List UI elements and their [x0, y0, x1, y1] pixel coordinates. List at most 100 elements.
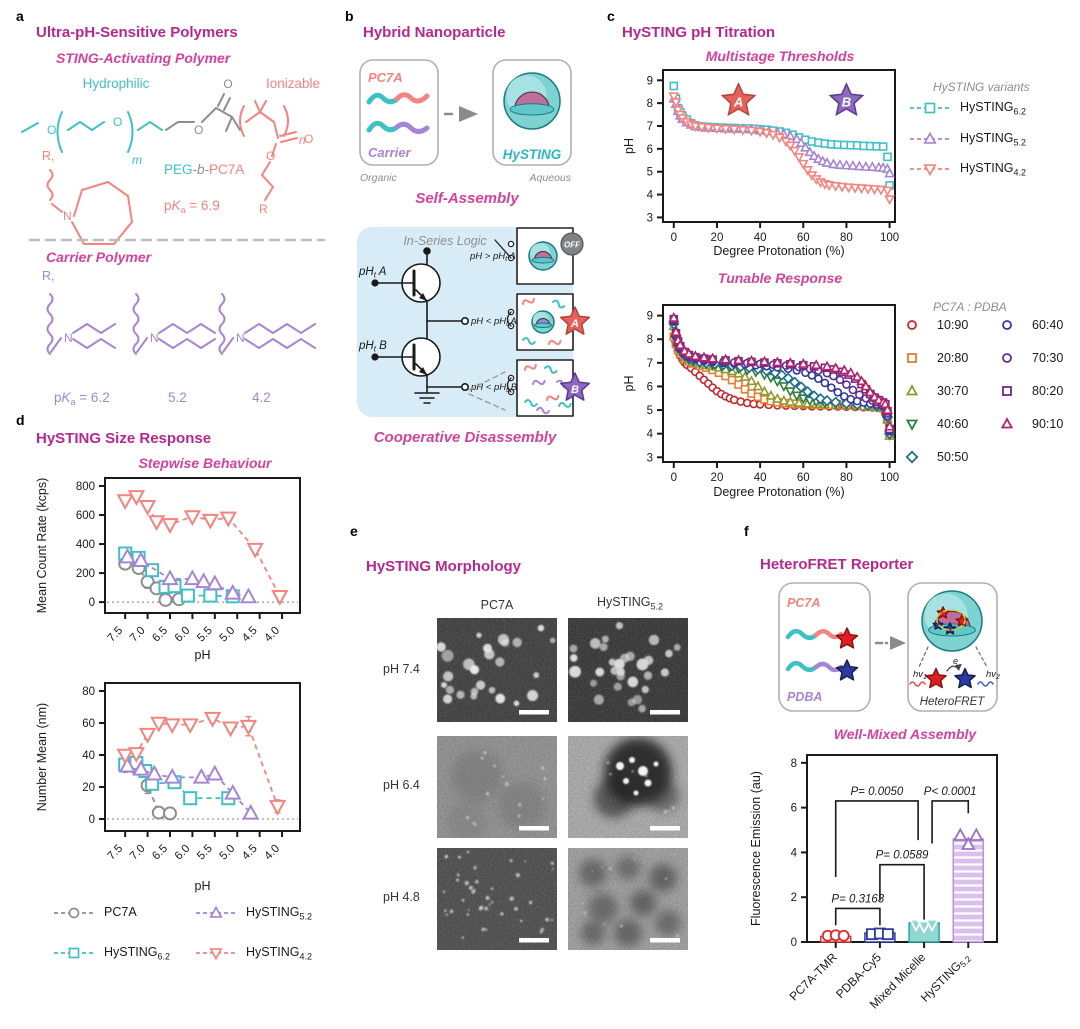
assembly-arrow-head [459, 106, 478, 122]
svg-text:4.0: 4.0 [262, 625, 282, 645]
legend-c2-entry-0: 10:90 [905, 318, 968, 332]
r-chain-end: R [259, 202, 268, 216]
legend-c1-entry-1: HySTING5.2 [908, 131, 1026, 147]
svg-text:20: 20 [82, 782, 95, 794]
svg-text:Degree Protonation (%): Degree Protonation (%) [713, 244, 844, 258]
svg-text:6: 6 [791, 803, 797, 815]
tem-image-0 [437, 618, 557, 722]
legend-c2-header: PC7A : PDBA [933, 300, 1007, 314]
svg-text:5.5: 5.5 [195, 625, 215, 645]
svg-text:pH: pH [622, 138, 636, 154]
peg-o: O [47, 123, 56, 137]
svg-text:100: 100 [880, 232, 899, 244]
energy-arrow-head [955, 664, 962, 670]
svg-text:N: N [150, 331, 159, 345]
svg-text:5.0: 5.0 [218, 843, 238, 863]
r1-label: R, [42, 149, 55, 163]
off-badge [560, 232, 584, 256]
panel-e-title: HySTING Morphology [366, 558, 521, 575]
panel-b-letter: b [345, 8, 354, 24]
peg-b-pc7a-label: PEG-b-PC7A [164, 162, 244, 177]
pc7a-n-sub: n [299, 133, 306, 147]
svg-text:0: 0 [671, 472, 677, 484]
svg-text:6.5: 6.5 [150, 843, 170, 863]
svg-text:A: A [733, 94, 743, 109]
svg-text:N: N [64, 331, 73, 345]
in-series-logic-label: In-Series Logic [403, 234, 487, 248]
scale-bar [650, 938, 680, 943]
legend-d-entry-1: HySTING5.2 [194, 905, 312, 922]
svg-text:20: 20 [711, 232, 724, 244]
svg-text:0: 0 [89, 814, 95, 826]
acceptor-star [954, 667, 976, 689]
svg-text:Number Mean (nm): Number Mean (nm) [35, 703, 49, 811]
pka-69-label: pKa = 6.9 [164, 198, 220, 215]
svg-text:7.0: 7.0 [128, 625, 148, 645]
panel-e-letter: e [350, 523, 358, 539]
svg-text:7.0: 7.0 [128, 843, 148, 863]
self-assembly-caption: Self-Assembly [415, 190, 519, 207]
series-hysting-5-2 [118, 547, 258, 604]
svg-text:0: 0 [671, 232, 677, 244]
peg-m: m [132, 153, 142, 167]
tem-image-3 [568, 736, 688, 838]
legend-c2-entry-1: 20:80 [905, 351, 968, 365]
svg-text:6: 6 [647, 144, 653, 156]
svg-text:0: 0 [791, 937, 797, 949]
bar-3 [952, 838, 985, 943]
organic-box [359, 59, 439, 166]
svg-text:400: 400 [76, 539, 95, 551]
svg-text:40: 40 [82, 750, 95, 762]
heterofret-diagram: PC7A PDBA hv1 e [778, 582, 1000, 712]
svg-text:4: 4 [647, 429, 654, 441]
fret-pc7a-label: PC7A [787, 596, 820, 610]
svg-text:2: 2 [791, 892, 797, 904]
svg-text:pH: pH [195, 648, 211, 662]
panel-d-letter: d [16, 412, 25, 428]
tem-image-1 [568, 618, 688, 722]
svg-text:4: 4 [647, 190, 654, 202]
svg-text:B: B [842, 94, 851, 109]
svg-text:Mean Count Rate (kcps): Mean Count Rate (kcps) [35, 478, 49, 613]
ionizable-label: Ionizable [266, 76, 320, 91]
star-a: A [559, 306, 591, 335]
red-wave [909, 681, 926, 687]
panel-c-title: HySTING pH Titration [622, 24, 776, 41]
svg-text:200: 200 [76, 568, 95, 580]
legend-c2-entry-6: 70:30 [1000, 351, 1063, 365]
svg-text:40: 40 [754, 232, 767, 244]
legend-d-entry-0: PC7A [52, 905, 137, 922]
fret-pdba-label: PDBA [787, 690, 822, 704]
scale-bar [650, 826, 680, 831]
scale-bar [650, 710, 680, 715]
svg-text:60: 60 [797, 232, 810, 244]
pht-b-label: pHt B [358, 340, 387, 354]
svg-text:20: 20 [711, 472, 724, 484]
carrier-label: Carrier [368, 145, 412, 160]
chart-c1-title: Multistage Thresholds [705, 48, 855, 64]
panel-a-title: Ultra-pH-Sensitive Polymers [36, 24, 238, 41]
carbonyl-o: O [223, 77, 232, 91]
svg-text:9: 9 [647, 75, 653, 87]
series-hysting-4-2 [116, 490, 289, 606]
donor-star [925, 667, 947, 689]
svg-text:PC7A-TMR: PC7A-TMR [787, 950, 841, 1004]
hybrid-nanoparticle-diagram: PC7A Carrier Organic HySTING Aqueous Sel… [357, 59, 591, 446]
cooperative-caption: Cooperative Disassembly [374, 429, 557, 446]
svg-text:6.5: 6.5 [150, 625, 170, 645]
series-hysting-4-2 [668, 92, 896, 206]
polymer-structure-diagram: Hydrophilic O Ionizable O O m O [21, 76, 326, 407]
chart-f-title: Well-Mixed Assembly [833, 726, 977, 742]
panel-b-title: Hybrid Nanoparticle [363, 24, 506, 41]
state-a-content [522, 297, 566, 346]
legend-c2-entry-4: 50:50 [905, 450, 968, 464]
svg-text:P= 0.0589: P= 0.0589 [876, 850, 929, 862]
svg-text:P= 0.3163: P= 0.3163 [831, 893, 884, 905]
svg-text:6.0: 6.0 [173, 843, 193, 863]
azepane-n: N [63, 209, 72, 223]
svg-text:800: 800 [76, 481, 95, 493]
tem-image-4 [437, 848, 557, 950]
svg-text:7.5: 7.5 [105, 625, 125, 645]
off-text: OFF [564, 241, 581, 250]
svg-text:5: 5 [647, 167, 653, 179]
